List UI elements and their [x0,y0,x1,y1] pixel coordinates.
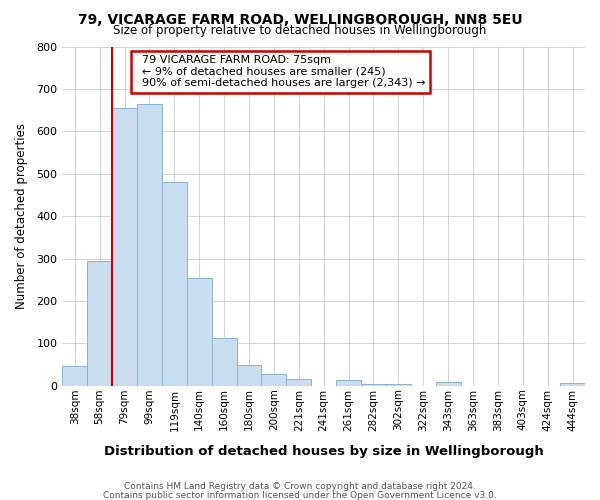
Bar [137,104,162,386]
Bar [560,382,585,386]
Bar [436,382,461,386]
Bar [62,366,87,386]
Bar [187,278,212,386]
Text: Contains public sector information licensed under the Open Government Licence v3: Contains public sector information licen… [103,490,497,500]
Bar [87,262,112,386]
Text: Contains HM Land Registry data © Crown copyright and database right 2024.: Contains HM Land Registry data © Crown c… [124,482,476,491]
Y-axis label: Number of detached properties: Number of detached properties [15,123,28,309]
Text: 79 VICARAGE FARM ROAD: 75sqm
  ← 9% of detached houses are smaller (245)
  90% o: 79 VICARAGE FARM ROAD: 75sqm ← 9% of det… [136,55,426,88]
Bar [212,338,236,386]
Bar [336,380,361,386]
Bar [112,108,137,386]
Text: Size of property relative to detached houses in Wellingborough: Size of property relative to detached ho… [113,24,487,37]
Bar [386,384,411,386]
Bar [236,366,262,386]
Bar [162,182,187,386]
Bar [286,380,311,386]
Text: 79, VICARAGE FARM ROAD, WELLINGBOROUGH, NN8 5EU: 79, VICARAGE FARM ROAD, WELLINGBOROUGH, … [77,12,523,26]
X-axis label: Distribution of detached houses by size in Wellingborough: Distribution of detached houses by size … [104,444,544,458]
Bar [361,384,386,386]
Bar [262,374,286,386]
